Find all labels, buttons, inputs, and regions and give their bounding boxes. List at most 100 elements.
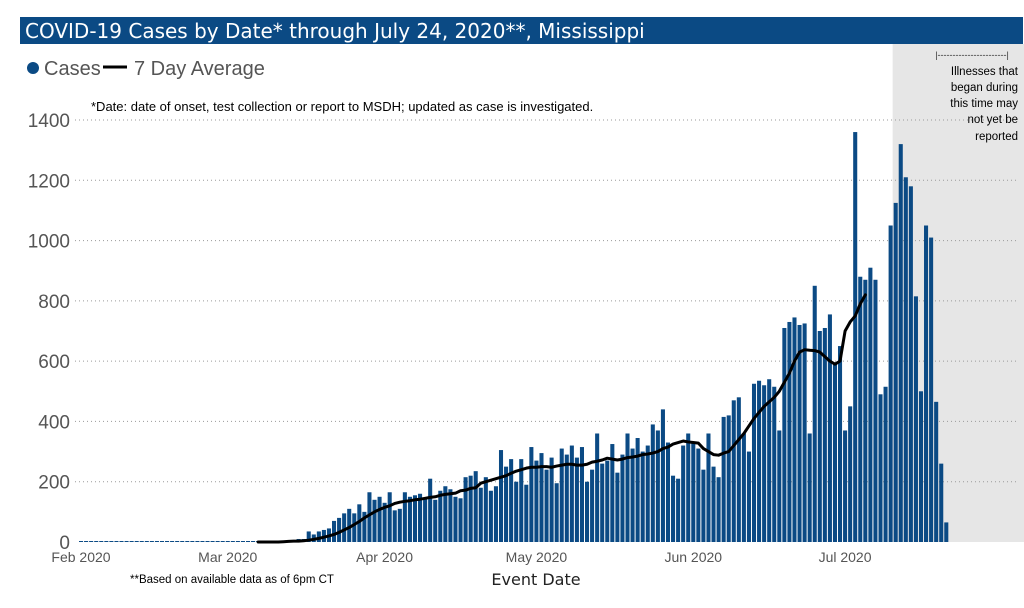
case-bar (493, 486, 498, 542)
case-bar (483, 477, 488, 542)
case-bar (792, 317, 797, 542)
case-bar (109, 541, 114, 542)
case-bar (185, 541, 190, 542)
y-tick-label: 200 (38, 473, 70, 494)
case-bar (817, 331, 822, 542)
x-tick-label: Apr 2020 (356, 549, 413, 565)
chart-title: COVID-19 Cases by Date* through July 24,… (25, 19, 645, 43)
case-bar (251, 541, 256, 542)
case-bar (559, 448, 564, 542)
case-bar (362, 511, 367, 542)
case-bar (342, 513, 347, 542)
case-bar (230, 541, 235, 542)
case-bar (453, 496, 458, 542)
case-bar (529, 447, 534, 542)
case-bar (615, 472, 620, 542)
case-bar (382, 502, 387, 542)
case-bar (94, 541, 99, 542)
case-bar (514, 481, 519, 542)
data-footnote: **Based on available data as of 6pm CT (130, 574, 334, 586)
seven-day-average-line (256, 293, 867, 544)
case-bar (195, 541, 200, 542)
y-tick-label: 1000 (28, 232, 70, 253)
case-bar (180, 541, 185, 542)
shade-annotation: |-----------------------| Illnesses that… (935, 50, 1019, 143)
case-bar (433, 499, 438, 542)
case-bar (731, 400, 736, 542)
case-bar (696, 448, 701, 542)
case-bar (134, 541, 139, 542)
case-bar (564, 454, 569, 542)
case-bar (367, 492, 372, 542)
x-tick-label: Feb 2020 (51, 549, 110, 565)
case-bar (625, 433, 630, 542)
case-bar (777, 430, 782, 542)
x-axis-label: Event Date (491, 570, 580, 589)
case-bar (104, 541, 109, 542)
case-bar (655, 430, 660, 542)
title-bar: COVID-19 Cases by Date* through July 24,… (20, 17, 1023, 44)
case-bar (119, 541, 124, 542)
case-bar (423, 498, 428, 542)
case-bar (159, 541, 165, 542)
case-bar (84, 541, 89, 542)
case-bar (605, 460, 610, 542)
shade-note-line-5: reported (975, 131, 1018, 143)
case-bar (620, 454, 625, 542)
case-bar (746, 451, 751, 542)
case-bar (838, 346, 843, 542)
case-bar (716, 477, 721, 542)
case-bar (726, 415, 731, 542)
case-bar (741, 433, 746, 542)
case-bar (848, 406, 853, 542)
case-bar (392, 510, 397, 542)
case-bar (478, 487, 483, 542)
case-bar (858, 276, 863, 542)
legend-cases-label: Cases (44, 58, 101, 80)
case-bar (802, 323, 807, 542)
case-bar (676, 478, 681, 542)
case-bar (534, 460, 539, 542)
case-bar (99, 541, 104, 542)
case-bar (812, 285, 817, 542)
case-bar (428, 478, 433, 542)
case-bar (767, 379, 772, 542)
case-bar (878, 394, 883, 542)
legend-avg-label: 7 Day Average (134, 58, 265, 80)
y-tick-label: 400 (38, 412, 70, 433)
case-bar (934, 401, 939, 542)
case-bar (736, 397, 741, 542)
case-bar (853, 132, 858, 542)
case-bar (913, 296, 918, 542)
case-bar (762, 385, 767, 542)
case-bar (170, 541, 175, 542)
case-bar (337, 517, 342, 542)
case-bar (448, 489, 453, 542)
case-bar (893, 202, 898, 542)
case-bar (524, 484, 529, 542)
x-tick-label: Jun 2020 (664, 549, 722, 565)
case-bar (347, 508, 352, 542)
case-bar (175, 541, 180, 542)
case-bar (868, 267, 873, 542)
case-bar (407, 496, 412, 542)
case-bar (488, 490, 493, 542)
y-tick-label: 800 (38, 292, 70, 313)
case-bar (418, 493, 423, 542)
case-bar (220, 541, 225, 542)
y-tick-label: 1400 (28, 111, 70, 132)
case-bar (585, 481, 590, 542)
case-bar (468, 475, 473, 542)
case-bar (807, 433, 812, 542)
case-bar (124, 541, 129, 542)
case-bar (165, 541, 170, 542)
case-bar (832, 364, 837, 542)
case-bar (463, 477, 468, 542)
case-bar (944, 522, 949, 542)
case-bar (691, 442, 696, 542)
case-bar (898, 144, 903, 543)
legend-cases-marker (27, 62, 39, 74)
case-bar (787, 321, 792, 542)
case-bar (210, 541, 215, 542)
y-tick-label: 0 (59, 533, 70, 554)
